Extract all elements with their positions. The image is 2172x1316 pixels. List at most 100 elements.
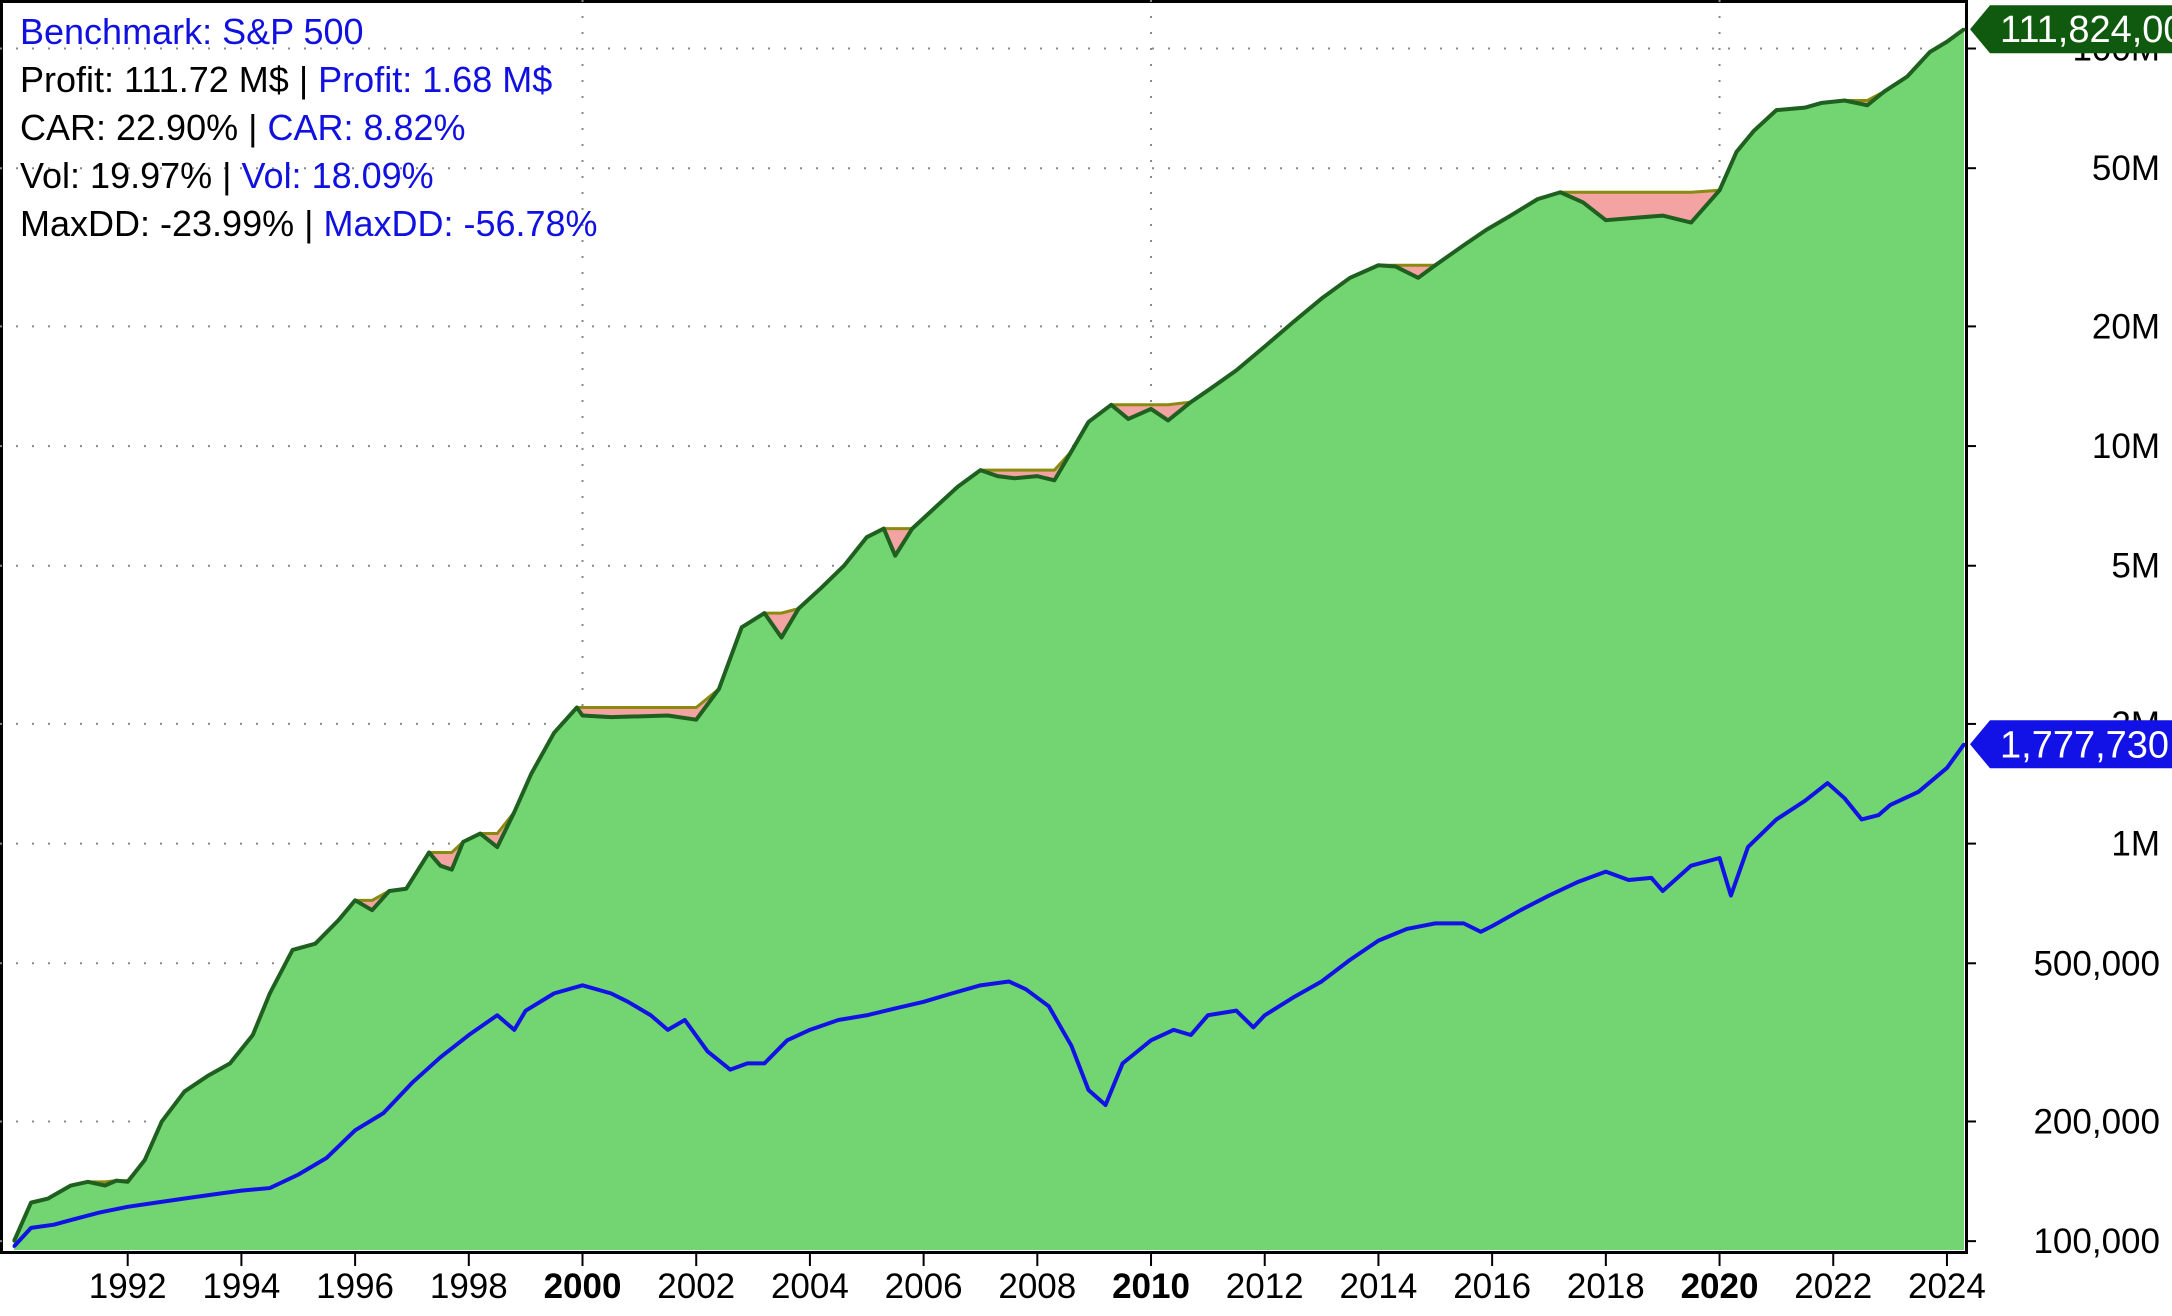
benchmark-point [97, 1211, 101, 1215]
equity-point [1945, 40, 1949, 44]
benchmark-point [410, 1081, 414, 1085]
equity-point [933, 506, 937, 510]
x-tick-label: 2016 [1453, 1267, 1531, 1306]
equity-point [1462, 243, 1466, 247]
equity-point [1865, 103, 1869, 107]
equity-point [370, 908, 374, 912]
equity-point [956, 485, 960, 489]
benchmark-point [467, 1033, 471, 1037]
equity-point [717, 687, 721, 691]
benchmark-point [1251, 1025, 1255, 1029]
x-tick-label: 1994 [202, 1267, 280, 1306]
benchmark-point [29, 1226, 33, 1230]
equity-point [1086, 420, 1090, 424]
equity-point [1149, 407, 1153, 411]
equity-point [512, 810, 516, 814]
equity-point [251, 1033, 255, 1037]
equity-point [1189, 400, 1193, 404]
strategy-vol: Vol: 19.97% [20, 155, 213, 196]
x-tick-label: 2004 [771, 1267, 849, 1306]
x-tick-label: 2008 [998, 1267, 1076, 1306]
equity-point [762, 611, 766, 615]
benchmark-point [1962, 742, 1966, 746]
benchmark-point [1348, 958, 1352, 962]
benchmark-line [12, 743, 1966, 1248]
benchmark-point [1291, 996, 1295, 1000]
benchmark-point [1462, 921, 1466, 925]
equity-point [1632, 216, 1636, 220]
benchmark-point [524, 1009, 528, 1013]
equity-point [404, 887, 408, 891]
equity-point [291, 948, 295, 952]
equity-point [819, 586, 823, 590]
equity-point [1820, 101, 1824, 105]
benchmark-last-value-text: 1,777,730 [2000, 724, 2169, 766]
benchmark-point [1479, 930, 1483, 934]
benchmark-point [1104, 1103, 1108, 1107]
equity-point [842, 564, 846, 568]
x-tick-label: 2018 [1567, 1267, 1645, 1306]
benchmark-point [126, 1205, 130, 1209]
x-tick-label: 2012 [1226, 1267, 1304, 1306]
benchmark-point [325, 1156, 329, 1160]
benchmark-point [666, 1028, 670, 1032]
benchmark-point [728, 1068, 732, 1072]
benchmark-point [1206, 1013, 1210, 1017]
strategy-last-value-shape [1970, 5, 2172, 54]
equity-point [1752, 129, 1756, 133]
benchmark-point [1877, 813, 1881, 817]
benchmark-point [12, 1244, 16, 1248]
equity-point [478, 832, 482, 836]
equity-point [529, 772, 533, 776]
equity-point [103, 1184, 107, 1188]
equity-point [694, 718, 698, 722]
benchmark-point [1320, 979, 1324, 983]
benchmark-point [1945, 766, 1949, 770]
strategy-last-value-text: 111,824,000 [2000, 9, 2172, 51]
strategy-maxdd: MaxDD: -23.99% [20, 203, 295, 244]
benchmark-point [1888, 803, 1892, 807]
benchmark-point [950, 991, 954, 995]
benchmark-point [1172, 1028, 1176, 1032]
equity-point [46, 1197, 50, 1201]
strategy-car: CAR: 22.90% [20, 107, 239, 148]
equity-point [1536, 197, 1540, 201]
equity-point [1843, 99, 1847, 103]
benchmark-point [1189, 1033, 1193, 1037]
benchmark-point [865, 1013, 869, 1017]
equity-point [336, 919, 340, 923]
benchmark-point [1627, 878, 1631, 882]
equity-point [461, 840, 465, 844]
x-tick-label: 1998 [430, 1267, 508, 1306]
equity-point [1263, 345, 1267, 349]
benchmark-point [1024, 987, 1028, 991]
x-tick-label: 2014 [1339, 1267, 1417, 1306]
benchmark-maxdd: MaxDD: -56.78% [323, 203, 598, 244]
benchmark-vol: Vol: 18.09% [241, 155, 434, 196]
x-tick-label: 2006 [885, 1267, 963, 1306]
x-tick-label: 2024 [1908, 1267, 1986, 1306]
benchmark-last-value-shape [1970, 720, 2172, 769]
equity-point [1803, 106, 1807, 110]
benchmark-point [1047, 1004, 1051, 1008]
equity-point [1718, 188, 1722, 192]
equity-point [1376, 263, 1380, 267]
benchmark-point [1069, 1044, 1073, 1048]
benchmark-car: CAR: 8.82% [267, 107, 466, 148]
benchmark-point [649, 1013, 653, 1017]
equity-point [353, 898, 357, 902]
benchmark-point [1575, 880, 1579, 884]
equity-point [69, 1184, 73, 1188]
equity-point [114, 1179, 118, 1183]
equity-point [575, 705, 579, 709]
x-tick-label: 1996 [316, 1267, 394, 1306]
equity-point [1109, 403, 1113, 407]
benchmark-point [512, 1028, 516, 1032]
equity-point [183, 1089, 187, 1093]
benchmark-point [1547, 894, 1551, 898]
benchmark-point [1661, 889, 1665, 893]
equity-area [14, 29, 1964, 1251]
benchmark-point [626, 1000, 630, 1004]
benchmark-point [836, 1018, 840, 1022]
